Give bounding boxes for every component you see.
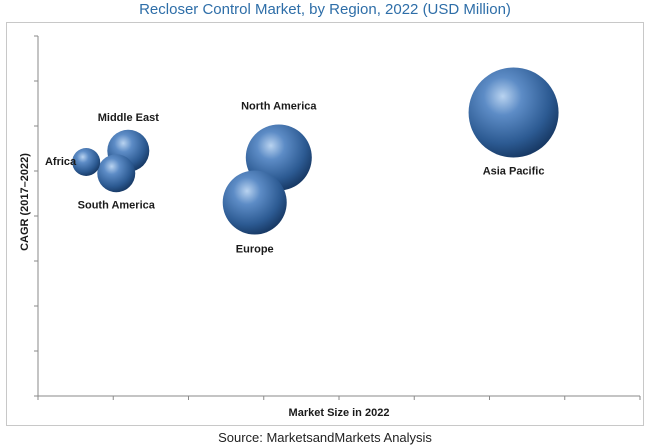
chart-title: Recloser Control Market, by Region, 2022… (139, 1, 511, 18)
label-south-america: South America (78, 199, 156, 211)
y-axis-title: CAGR (2017–2022) (19, 153, 31, 251)
bubble-europe (222, 170, 287, 235)
bubble-asia-pacific (468, 67, 559, 158)
label-asia-pacific: Asia Pacific (483, 166, 545, 178)
label-africa: Africa (45, 156, 77, 168)
label-europe: Europe (236, 244, 274, 256)
bubble-africa (72, 148, 101, 176)
bubble-south-america (97, 154, 136, 193)
source-note: Source: MarketsandMarkets Analysis (218, 430, 432, 445)
chart-frame (6, 22, 644, 426)
label-north-america: North America (241, 101, 317, 113)
label-middle-east: Middle East (98, 112, 159, 124)
x-axis-title: Market Size in 2022 (289, 407, 390, 419)
